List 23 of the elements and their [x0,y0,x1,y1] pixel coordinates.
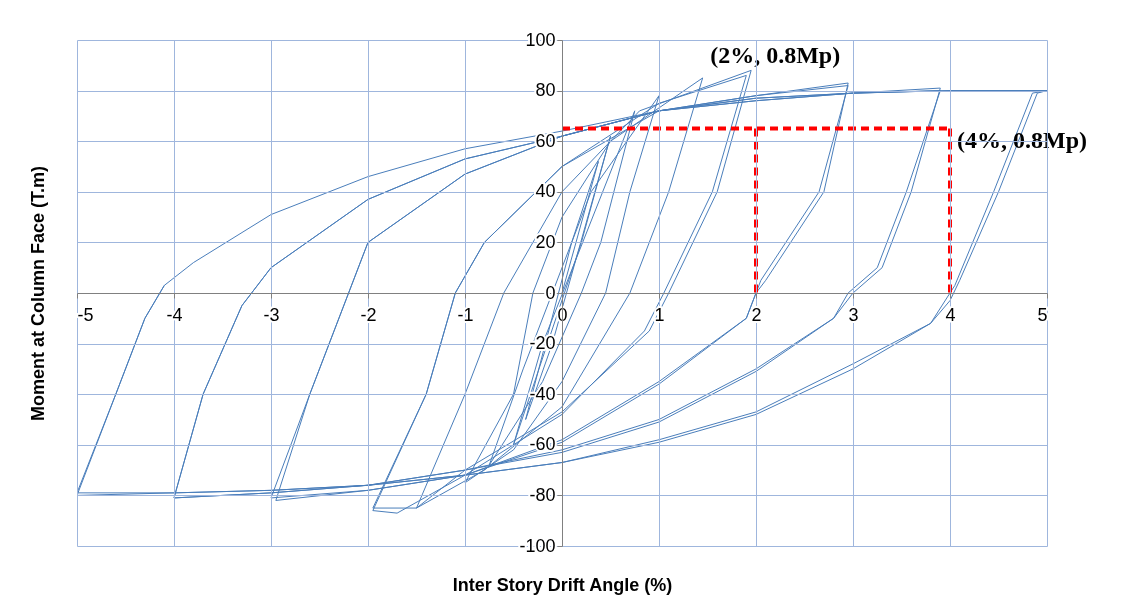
y-tick-label: 0 [545,282,556,303]
x-axis-title: Inter Story Drift Angle (%) [452,574,673,595]
y-tick-label: -20 [529,333,556,354]
x-tick-label: -3 [263,304,280,325]
x-tick-label: 1 [654,304,665,325]
x-tick-label: -1 [457,304,474,325]
y-tick-label: -40 [529,383,556,404]
y-axis-title: Moment at Column Face (T.m) [27,165,48,422]
x-tick-label: -5 [77,304,94,325]
x-tick-label: -4 [166,304,183,325]
annotation: (2%, 0.8Mp) [710,42,841,69]
y-tick-label: 40 [535,181,556,202]
y-tick-label: -100 [519,535,556,556]
x-tick-label: 4 [945,304,956,325]
y-tick-label: -60 [529,434,556,455]
y-tick-label: 100 [525,29,556,50]
x-tick-label: 5 [1037,304,1048,325]
y-tick-label: 80 [535,80,556,101]
x-tick-label: 2 [751,304,762,325]
x-tick-label: -2 [360,304,377,325]
y-tick-label: 20 [535,231,556,252]
y-tick-label: -80 [529,484,556,505]
x-tick-label: 3 [848,304,859,325]
